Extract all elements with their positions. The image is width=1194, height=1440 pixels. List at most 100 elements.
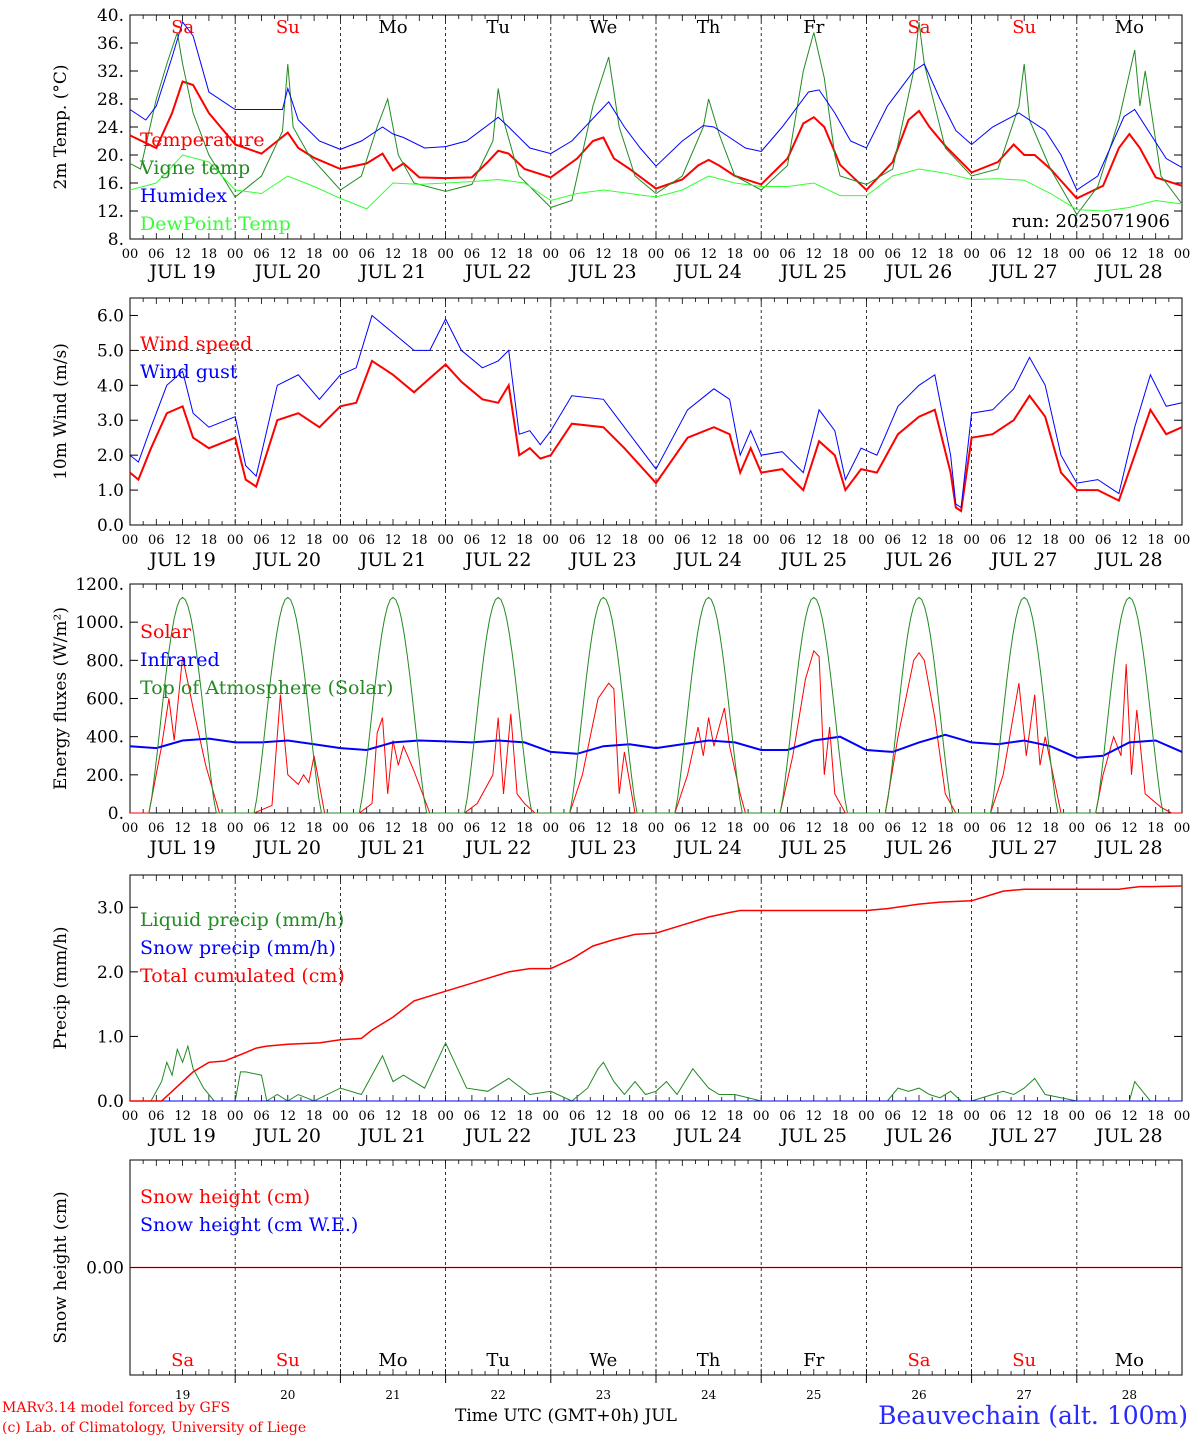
hour-label: 00 — [122, 247, 139, 262]
hour-label: 00 — [963, 821, 980, 836]
legend-entry: Snow height (cm W.E.) — [140, 1214, 358, 1236]
day-label: JUL 27 — [989, 261, 1057, 283]
day-number: 24 — [701, 1388, 717, 1402]
hour-label: 12 — [280, 1109, 297, 1124]
hour-label: 18 — [411, 1109, 428, 1124]
hour-label: 06 — [253, 1109, 270, 1124]
day-label: JUL 28 — [1094, 1125, 1162, 1147]
hour-label: 06 — [884, 533, 901, 548]
hour-label: 18 — [306, 247, 323, 262]
hour-label: 18 — [411, 533, 428, 548]
hour-label: 00 — [122, 533, 139, 548]
hour-label: 00 — [1069, 821, 1086, 836]
hour-label: 12 — [595, 1109, 612, 1124]
hour-label: 12 — [174, 821, 191, 836]
hour-label: 18 — [516, 533, 533, 548]
hour-label: 12 — [806, 821, 823, 836]
weekday-label: Sa — [171, 1350, 194, 1371]
hour-label: 00 — [332, 247, 349, 262]
hour-label: 06 — [464, 533, 481, 548]
hour-label: 00 — [648, 821, 665, 836]
series-vigne-temp — [129, 21, 1183, 216]
day-label: JUL 26 — [884, 261, 952, 283]
hour-label: 06 — [1095, 821, 1112, 836]
hour-label: 18 — [621, 1109, 638, 1124]
hour-label: 00 — [1069, 533, 1086, 548]
hour-label: 18 — [201, 247, 218, 262]
hour-label: 18 — [1042, 821, 1059, 836]
hour-label: 06 — [253, 247, 270, 262]
day-label: JUL 21 — [358, 1125, 426, 1147]
hour-label: 00 — [648, 533, 665, 548]
hour-label: 06 — [358, 821, 375, 836]
hour-label: 18 — [1147, 247, 1164, 262]
hour-label: 00 — [227, 1109, 244, 1124]
y-tick-label: 1200. — [75, 575, 124, 595]
weekday-label: Su — [1012, 1350, 1036, 1371]
hour-label: 12 — [174, 247, 191, 262]
weekday-label: Sa — [907, 1350, 930, 1371]
hour-label: 00 — [753, 821, 770, 836]
hour-label: 12 — [490, 821, 507, 836]
day-label: JUL 24 — [673, 1125, 741, 1147]
weekday-label: Mo — [1115, 1350, 1144, 1371]
hour-label: 00 — [753, 1109, 770, 1124]
hour-label: 18 — [1147, 821, 1164, 836]
hour-label: 18 — [1147, 533, 1164, 548]
series-infrared — [129, 733, 1183, 759]
day-number: 21 — [385, 1388, 400, 1402]
hour-label: 18 — [516, 821, 533, 836]
day-label: JUL 23 — [568, 837, 636, 859]
hour-label: 06 — [1095, 1109, 1112, 1124]
series-liquid-precip-mm-h — [130, 1041, 1182, 1102]
hour-label: 18 — [937, 1109, 954, 1124]
day-label: JUL 23 — [568, 549, 636, 571]
day-number: 22 — [491, 1388, 506, 1402]
hour-label: 06 — [674, 821, 691, 836]
day-label: JUL 19 — [147, 549, 215, 571]
day-label: JUL 24 — [673, 261, 741, 283]
hour-label: 12 — [490, 1109, 507, 1124]
hour-label: 00 — [1174, 533, 1191, 548]
hour-label: 00 — [543, 247, 560, 262]
hour-label: 06 — [884, 821, 901, 836]
hour-label: 12 — [385, 533, 402, 548]
hour-label: 00 — [227, 247, 244, 262]
y-tick-label: 16. — [97, 174, 124, 194]
hour-label: 06 — [569, 247, 586, 262]
day-label: JUL 20 — [253, 837, 321, 859]
hour-label: 12 — [700, 247, 717, 262]
hour-label: 12 — [595, 247, 612, 262]
y-axis-label: Precip (mm/h) — [51, 926, 71, 1049]
legend-entry: Vigne temp — [139, 157, 250, 179]
hour-label: 18 — [832, 533, 849, 548]
hour-label: 00 — [332, 1109, 349, 1124]
day-label: JUL 21 — [358, 837, 426, 859]
hour-label: 18 — [727, 247, 744, 262]
hour-label: 00 — [648, 247, 665, 262]
hour-label: 00 — [858, 533, 875, 548]
station-name: Beauvechain (alt. 100m) — [878, 1401, 1188, 1430]
day-label: JUL 20 — [253, 1125, 321, 1147]
panel-3: 0. 200. 400. 600. 800. 1000. 1200.Energy fluxe… — [51, 575, 1190, 859]
hour-label: 18 — [832, 1109, 849, 1124]
hour-label: 00 — [963, 247, 980, 262]
y-tick-label: 0.00 — [86, 1259, 124, 1279]
hour-label: 06 — [990, 247, 1007, 262]
series-wind-gust — [129, 314, 1183, 509]
weekday-label: Th — [697, 17, 721, 38]
hour-label: 12 — [700, 533, 717, 548]
day-number: 28 — [1122, 1388, 1137, 1402]
hour-label: 18 — [727, 821, 744, 836]
series-dewpoint-temp — [129, 154, 1183, 212]
hour-label: 18 — [1147, 1109, 1164, 1124]
y-tick-label: 0. — [108, 804, 124, 824]
hour-label: 12 — [700, 1109, 717, 1124]
hour-label: 00 — [753, 247, 770, 262]
plot-frame — [129, 14, 1183, 240]
y-axis-label: 2m Temp. (°C) — [51, 64, 71, 189]
weekday-label: Tu — [486, 1350, 510, 1371]
panel-1: 8. 12. 16. 20. 24. 28. 32. 36. 40. 2m Temp. (°C) T… — [51, 6, 1190, 283]
day-label: JUL 27 — [989, 1125, 1057, 1147]
hour-label: 18 — [306, 1109, 323, 1124]
